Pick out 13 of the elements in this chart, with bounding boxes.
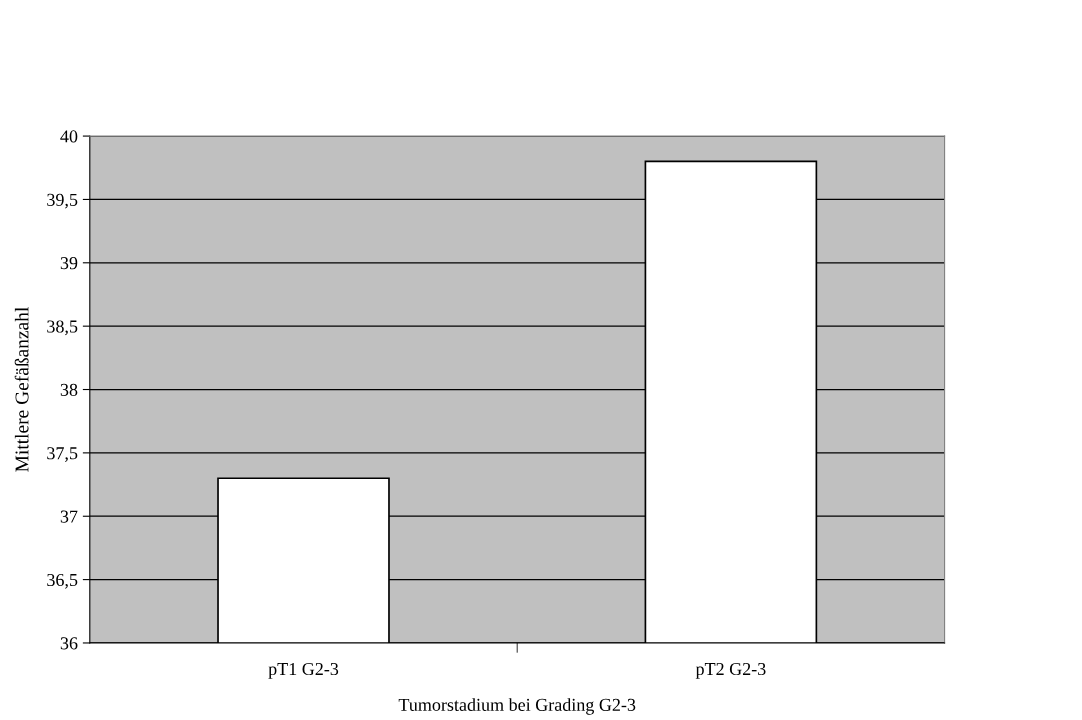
x-tick-label: pT1 G2-3 — [268, 662, 339, 679]
x-axis-title: Tumorstadium bei Grading G2-3 — [398, 698, 636, 715]
y-tick-label: 36,5 — [47, 573, 78, 589]
y-axis-title: Mittlere Gefäßanzahl — [14, 307, 29, 472]
y-tick-label: 37,5 — [47, 447, 78, 462]
y-tick-label: 40 — [60, 130, 78, 143]
y-tick-label: 38 — [60, 383, 78, 396]
y-tick-label: 36 — [60, 637, 78, 650]
x-tick-label: pT2 G2-3 — [695, 662, 766, 679]
y-tick-label: 37 — [60, 510, 78, 523]
y-tick-label: 38,5 — [47, 320, 78, 336]
y-tick-label: 39,5 — [47, 193, 78, 209]
y-tick-label: 39 — [60, 257, 78, 270]
